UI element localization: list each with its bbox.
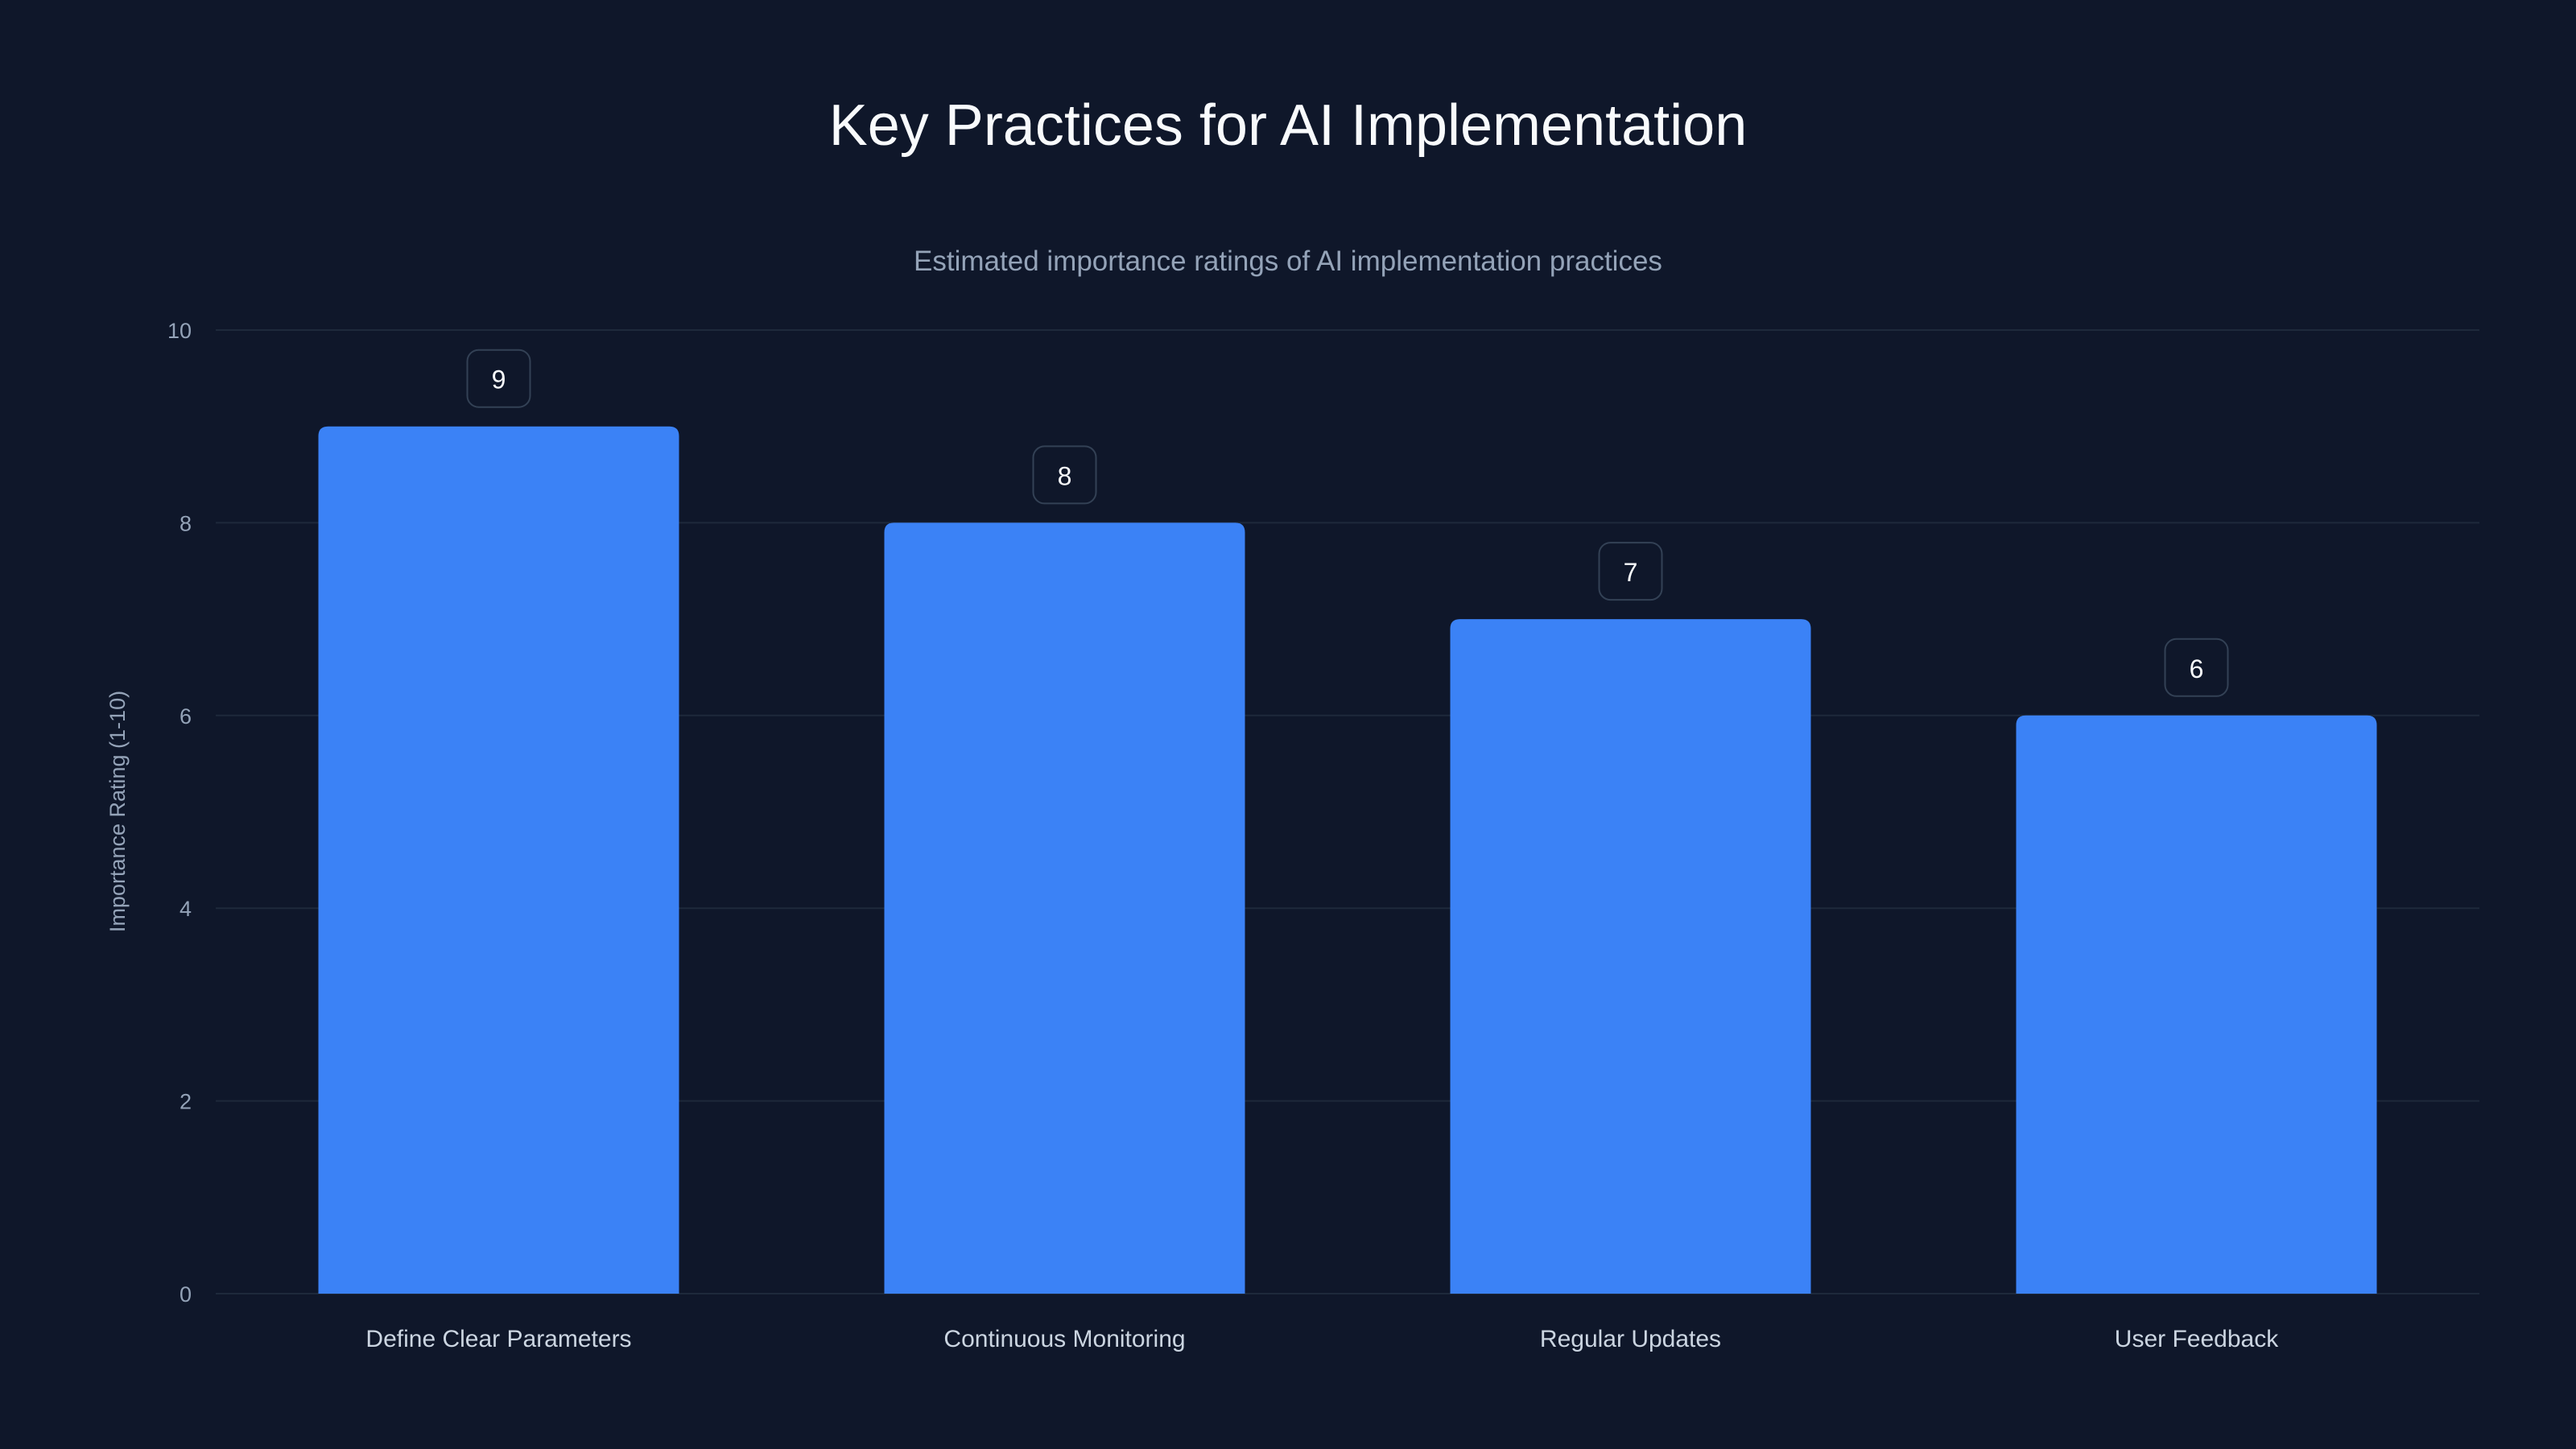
data-label-box xyxy=(466,349,531,408)
y-tick-label: 8 xyxy=(180,511,192,535)
y-tick-label: 10 xyxy=(167,319,192,343)
y-tick-label: 4 xyxy=(180,897,192,921)
x-tick-label: User Feedback xyxy=(2115,1326,2279,1352)
data-label-box xyxy=(1598,542,1663,601)
x-tick-label: Define Clear Parameters xyxy=(365,1326,631,1352)
bar xyxy=(1450,619,1811,1294)
chart-title: Key Practices for AI Implementation xyxy=(828,93,1748,158)
bar xyxy=(318,426,679,1294)
data-label-box xyxy=(2164,638,2229,697)
chart-subtitle: Estimated importance ratings of AI imple… xyxy=(914,246,1662,277)
data-label: 8 xyxy=(1058,461,1072,490)
data-label-box xyxy=(1032,445,1097,505)
data-label: 7 xyxy=(1624,558,1638,587)
bar xyxy=(2016,715,2377,1294)
x-tick-label: Regular Updates xyxy=(1540,1326,1721,1352)
data-label: 6 xyxy=(2190,654,2204,683)
y-tick-label: 2 xyxy=(180,1090,192,1114)
y-tick-label: 6 xyxy=(180,704,192,729)
bar xyxy=(884,522,1245,1294)
y-axis-label: Importance Rating (1-10) xyxy=(105,691,130,932)
data-label: 9 xyxy=(492,365,506,394)
x-tick-label: Continuous Monitoring xyxy=(943,1326,1185,1352)
y-tick-label: 0 xyxy=(180,1282,192,1307)
